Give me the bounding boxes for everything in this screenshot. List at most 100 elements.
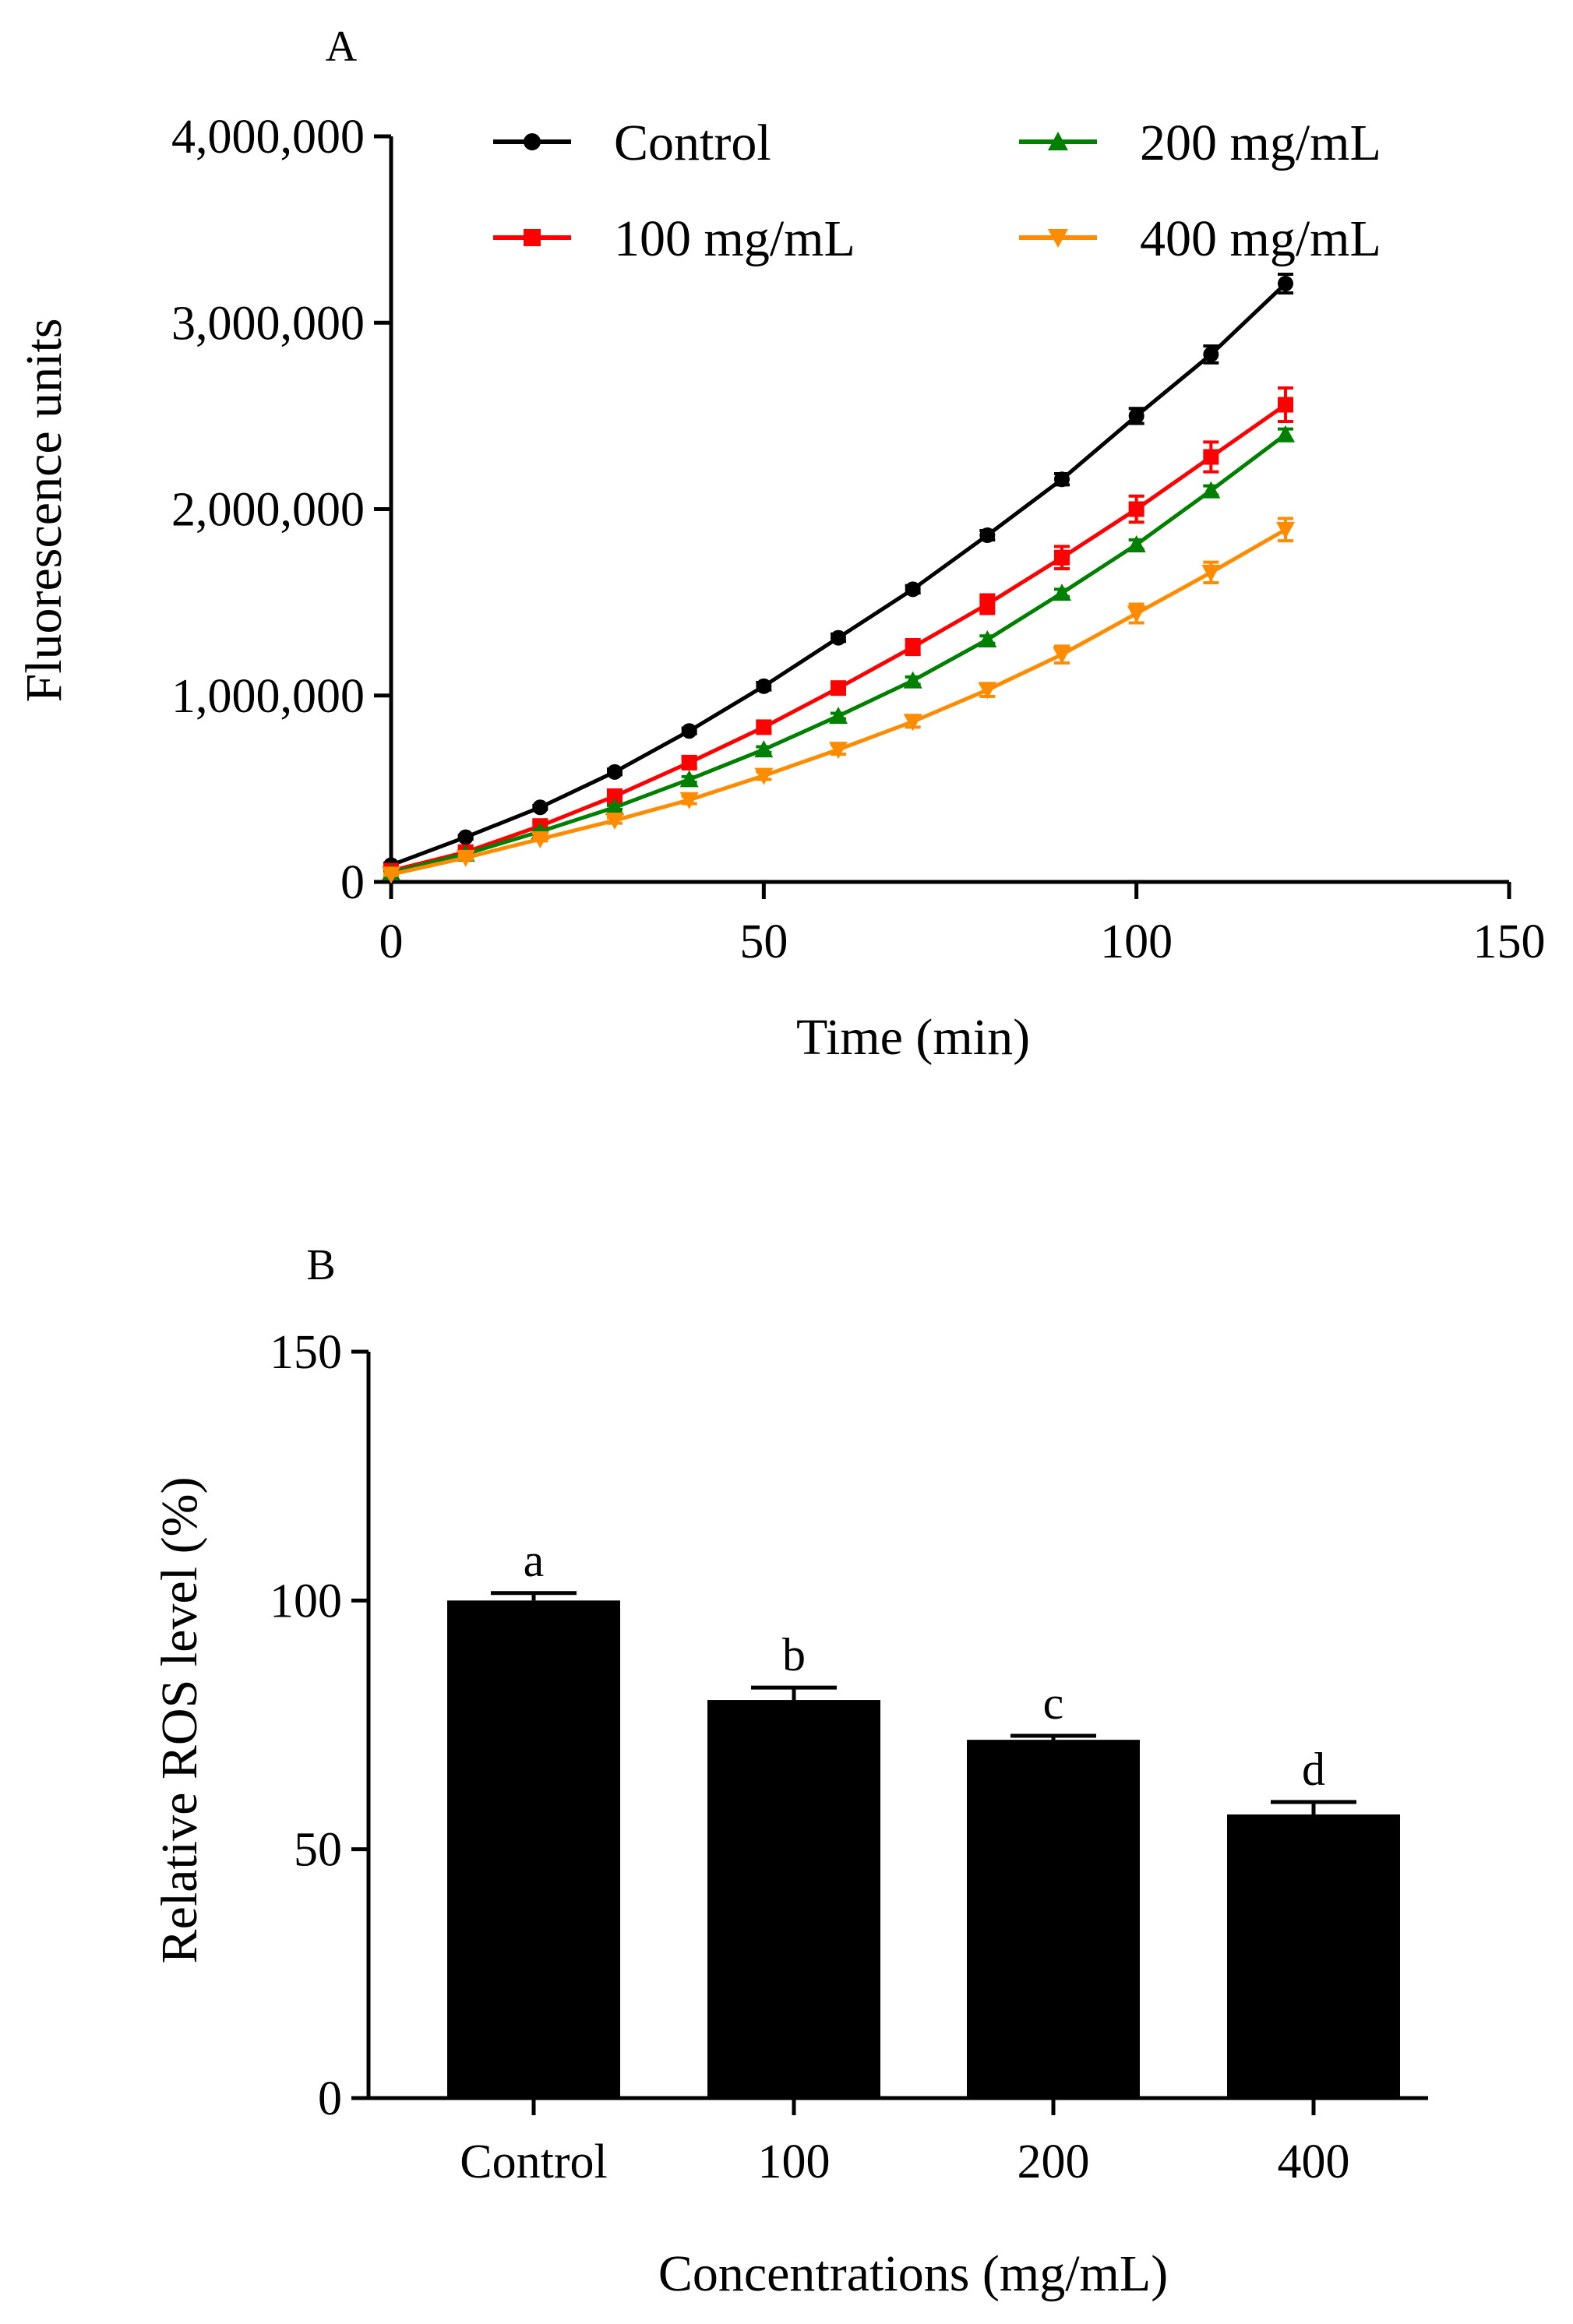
- data-point: [457, 829, 474, 845]
- legend-item-400: 400 mg/mL: [1019, 210, 1381, 267]
- panel-b-y-ticks: 0 50 100 150: [270, 1326, 369, 2125]
- data-point: [1203, 346, 1219, 362]
- y-tick-label: 100: [270, 1575, 342, 1628]
- x-tick-label: Control: [460, 2135, 607, 2188]
- data-point: [903, 671, 922, 689]
- legend-item-100: 100 mg/mL: [493, 210, 855, 267]
- data-point: [754, 767, 774, 785]
- y-tick-label: 150: [270, 1326, 342, 1379]
- data-point: [905, 639, 921, 655]
- y-tick-label: 4,000,000: [171, 111, 365, 164]
- panel-a-y-axis-title: Fluorescence units: [16, 318, 72, 702]
- panel-a-series-layer: [382, 273, 1295, 884]
- data-point: [978, 682, 997, 700]
- data-point: [456, 849, 475, 867]
- y-tick-label: 50: [294, 1824, 342, 1877]
- legend-label-100: 100 mg/mL: [614, 210, 855, 267]
- data-point: [978, 629, 997, 647]
- data-point: [1053, 584, 1071, 601]
- data-point: [681, 754, 697, 771]
- bar: [967, 1740, 1140, 2098]
- x-tick-label: 150: [1473, 915, 1546, 968]
- y-tick-label: 0: [318, 2072, 342, 2125]
- legend-marker-200: [1048, 132, 1068, 150]
- data-point: [679, 770, 699, 788]
- series-line: [390, 282, 1287, 867]
- x-tick-label: 0: [379, 915, 404, 968]
- data-point: [1128, 501, 1144, 517]
- x-tick-label: 200: [1018, 2135, 1090, 2188]
- bar-group-200: c 200: [967, 1677, 1140, 2188]
- panel-b-letter: B: [306, 1241, 335, 1289]
- data-point: [1203, 449, 1219, 465]
- panel-b-bar-chart: B 0 50 100 150 a Control b 100 c 200 d 400 Concent…: [151, 1241, 1428, 2302]
- data-point: [531, 831, 550, 848]
- panel-a-x-ticks: 0 50 100 150: [379, 882, 1546, 968]
- data-point: [607, 788, 622, 804]
- data-point: [1278, 276, 1293, 292]
- bar: [707, 1700, 880, 2098]
- data-point: [905, 581, 921, 598]
- data-point: [831, 629, 846, 646]
- data-point: [532, 799, 548, 816]
- data-point: [679, 792, 699, 809]
- data-point: [756, 678, 772, 694]
- data-point: [979, 527, 996, 543]
- data-point: [831, 680, 846, 696]
- data-point: [903, 714, 922, 732]
- legend-label-400: 400 mg/mL: [1140, 210, 1381, 267]
- legend-marker-control: [524, 133, 541, 150]
- y-tick-label: 1,000,000: [171, 670, 365, 723]
- panel-a-letter: A: [326, 23, 358, 71]
- panel-a-x-axis-title: Time (min): [796, 1009, 1030, 1066]
- data-point: [1201, 564, 1221, 582]
- data-point: [681, 723, 697, 739]
- legend-item-200: 200 mg/mL: [1019, 115, 1381, 171]
- data-point: [1054, 549, 1070, 566]
- y-tick-label: 2,000,000: [171, 484, 365, 537]
- data-point: [605, 813, 624, 831]
- panel-a-y-ticks: 0 1,000,000 2,000,000 3,000,000 4,000,000: [171, 111, 391, 909]
- data-point: [1201, 481, 1221, 499]
- panel-a-legend: Control 100 mg/mL 200 mg/mL 400 mg/mL: [493, 115, 1381, 267]
- data-point: [1276, 521, 1295, 539]
- data-point: [382, 866, 400, 884]
- y-tick-label: 0: [340, 856, 365, 909]
- data-point: [829, 742, 848, 760]
- data-point: [1127, 605, 1146, 623]
- x-tick-label: 50: [739, 915, 788, 968]
- data-point: [605, 798, 624, 816]
- significance-label: c: [1043, 1677, 1064, 1729]
- bar: [1227, 1814, 1400, 2098]
- legend-marker-100: [524, 229, 541, 246]
- data-point: [754, 740, 774, 758]
- bar: [447, 1600, 620, 2098]
- data-point: [607, 763, 622, 780]
- significance-label: b: [782, 1629, 806, 1680]
- data-point: [829, 707, 848, 725]
- panel-b-y-axis-title: Relative ROS level (%): [151, 1476, 208, 1963]
- panel-b-x-axis-title: Concentrations (mg/mL): [658, 2245, 1168, 2302]
- data-point: [756, 719, 772, 735]
- series-400-mg-ml: [382, 517, 1295, 884]
- significance-label: a: [524, 1535, 545, 1586]
- x-tick-label: 400: [1278, 2135, 1350, 2188]
- bar-group-100: b 100: [707, 1629, 880, 2188]
- series-control: [383, 273, 1293, 873]
- legend-marker-400: [1048, 229, 1068, 248]
- legend-label-control: Control: [614, 115, 771, 171]
- data-point: [979, 596, 996, 612]
- legend-item-control: Control: [493, 115, 771, 171]
- y-tick-label: 3,000,000: [171, 297, 365, 350]
- x-tick-label: 100: [758, 2135, 831, 2188]
- bar-group-control: a Control: [447, 1535, 620, 2188]
- data-point: [1278, 397, 1293, 413]
- bar-group-400: d 400: [1227, 1744, 1400, 2188]
- significance-label: d: [1302, 1744, 1325, 1795]
- data-point: [1127, 534, 1146, 552]
- data-point: [1054, 471, 1070, 488]
- panel-b-bars-layer: a Control b 100 c 200 d 400: [447, 1535, 1400, 2188]
- legend-label-200: 200 mg/mL: [1140, 115, 1381, 171]
- series-line: [390, 527, 1287, 876]
